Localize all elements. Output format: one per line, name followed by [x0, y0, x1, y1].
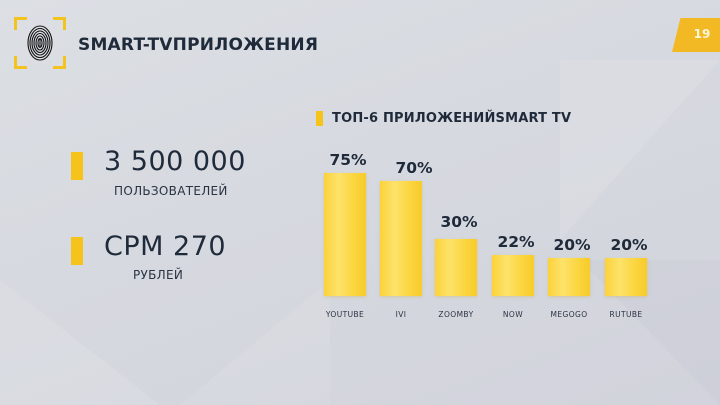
- background-facet: [180, 280, 330, 405]
- chart-title-text: ТОП-6 ПРИЛОЖЕНИЙSMART TV: [332, 111, 572, 126]
- bar: [605, 258, 647, 296]
- page-title: SMART-TVПРИЛОЖЕНИЯ: [78, 35, 319, 55]
- bar-value-label: 20%: [553, 236, 591, 254]
- bar-value-label: 30%: [440, 213, 478, 231]
- stat-value: CPM 270: [104, 231, 227, 262]
- accent-bar: [316, 111, 323, 126]
- logo: [14, 17, 66, 69]
- stat-value: 3 500 000: [104, 146, 246, 177]
- category-label: ZOOMBY: [438, 310, 474, 319]
- category-label: IVI: [395, 310, 407, 319]
- logo-corner-bracket: [53, 56, 66, 69]
- accent-bar: [71, 237, 83, 265]
- logo-corner-bracket: [14, 56, 27, 69]
- bar-group: 70%: [380, 159, 433, 296]
- background-facet: [0, 280, 160, 405]
- fingerprint-icon: [27, 25, 53, 61]
- bar: [380, 181, 422, 296]
- bar-value-label: 75%: [329, 151, 367, 169]
- stat-label: РУБЛЕЙ: [133, 268, 184, 282]
- logo-corner-bracket: [14, 17, 27, 30]
- bar: [548, 258, 590, 296]
- bar-value-label: 70%: [395, 159, 433, 177]
- accent-bar: [71, 152, 83, 180]
- category-label: NOW: [502, 310, 524, 319]
- category-label: MEGOGO: [550, 310, 588, 319]
- bar-value-label: 20%: [610, 236, 648, 254]
- category-label: RUTUBE: [609, 310, 643, 319]
- bar: [324, 173, 366, 296]
- bar-group: 30%: [435, 213, 478, 296]
- bar: [435, 239, 477, 296]
- bar-group: 75%: [324, 151, 367, 296]
- bar-chart: 75% YOUTUBE 70% IVI 30% ZOOMBY 22% NOW 20% MEGOGO…: [318, 140, 658, 330]
- bar-group: 20%: [548, 236, 591, 296]
- bar-group: 20%: [605, 236, 648, 296]
- bar: [492, 255, 534, 296]
- bar-value-label: 22%: [497, 233, 535, 251]
- bar-group: 22%: [492, 233, 535, 296]
- stat-label: ПОЛЬЗОВАТЕЛЕЙ: [114, 184, 228, 198]
- chart-title: ТОП-6 ПРИЛОЖЕНИЙSMART TV: [316, 111, 571, 126]
- category-label: YOUTUBE: [325, 310, 365, 319]
- page-number: 19: [693, 27, 711, 41]
- logo-corner-bracket: [53, 17, 66, 30]
